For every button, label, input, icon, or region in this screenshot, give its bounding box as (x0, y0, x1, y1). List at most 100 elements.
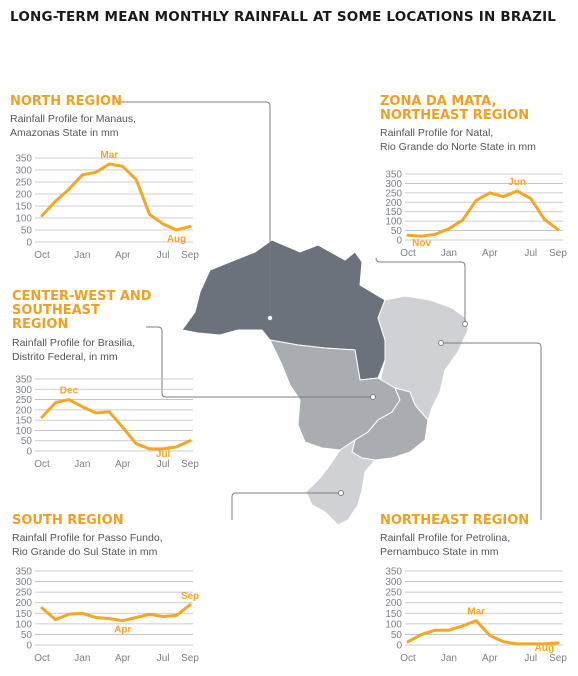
data-point (40, 415, 44, 419)
data-point (40, 606, 44, 610)
y-tick-label: 350 (385, 567, 402, 578)
data-point (108, 162, 111, 166)
annotation-label: Mar (100, 150, 118, 161)
x-tick-label: Oct (400, 248, 416, 259)
x-tick-label: Oct (34, 653, 50, 664)
y-tick-label: 50 (391, 226, 403, 237)
x-tick-label: Jan (441, 248, 457, 259)
y-tick-label: 250 (15, 178, 32, 189)
data-point (515, 642, 519, 646)
y-tick-label: 350 (385, 170, 402, 181)
data-point (474, 619, 478, 622)
data-point (94, 171, 98, 174)
marker-northeast (438, 340, 444, 346)
leader-northeast (441, 342, 542, 520)
y-tick-label: 300 (15, 385, 32, 396)
y-tick-label: 100 (15, 214, 32, 225)
x-tick-label: Sep (549, 653, 567, 664)
data-point (121, 619, 124, 622)
panel-subtitle-center-west: Rainfall Profile for Brasilia, Distrito … (12, 337, 136, 363)
panel-subtitle-zona-da-mata: Rainfall Profile for Natal, Rio Grande d… (380, 127, 536, 153)
data-point (420, 633, 423, 636)
x-tick-label: Apr (482, 248, 498, 259)
y-tick-label: 250 (15, 395, 32, 406)
x-tick-label: Apr (115, 653, 131, 664)
series-line (40, 398, 192, 451)
data-point (461, 219, 464, 222)
series-line (40, 603, 192, 623)
data-point (161, 222, 165, 226)
data-point (175, 228, 178, 232)
annotation-label: Sep (181, 591, 199, 602)
data-point (447, 227, 451, 230)
data-point (134, 442, 138, 445)
data-point (406, 640, 410, 644)
x-tick-label: Jul (157, 250, 170, 261)
x-tick-label: Apr (115, 459, 131, 470)
panel-subtitle-north: Rainfall Profile for Manaus, Amazonas St… (10, 113, 137, 139)
annotation-label: Dec (60, 386, 79, 397)
map-south-region (305, 438, 376, 526)
y-tick-label: 150 (15, 202, 32, 213)
x-tick-label: Jan (74, 653, 90, 664)
data-point (488, 191, 492, 195)
marker-south (338, 490, 344, 496)
y-tick-label: 50 (391, 630, 403, 641)
y-tick-label: 300 (385, 179, 402, 190)
data-point (81, 173, 84, 176)
x-tick-label: Jan (441, 653, 457, 664)
main-title: LONG-TERM MEAN MONTHLY RAINFALL AT SOME … (10, 9, 557, 25)
data-point (434, 629, 437, 632)
y-tick-label: 250 (385, 588, 402, 599)
x-tick-label: Jul (157, 653, 170, 664)
x-tick-label: Sep (549, 248, 567, 259)
y-tick-label: 300 (15, 577, 32, 588)
data-point (434, 233, 437, 236)
y-tick-label: 0 (396, 236, 402, 247)
data-point (67, 613, 71, 616)
marker-north (267, 315, 273, 321)
data-point (502, 195, 505, 198)
data-point (108, 617, 111, 620)
leader-lines (116, 101, 542, 520)
data-point (161, 615, 165, 618)
data-point (40, 214, 44, 217)
marker-zona-da-mata (462, 321, 468, 327)
x-tick-label: Jan (74, 250, 90, 261)
data-point (502, 640, 505, 644)
y-tick-label: 0 (26, 641, 32, 652)
y-tick-label: 150 (385, 207, 402, 218)
x-tick-label: Apr (482, 653, 498, 664)
y-tick-label: 50 (21, 436, 33, 447)
y-tick-label: 250 (385, 188, 402, 199)
x-tick-label: Oct (34, 459, 50, 470)
data-point (188, 439, 192, 442)
annotation-label: Jul (156, 449, 171, 460)
y-tick-label: 150 (15, 609, 32, 620)
x-tick-label: Sep (181, 653, 199, 664)
data-point (461, 624, 464, 628)
y-tick-label: 200 (15, 190, 32, 201)
data-point (488, 634, 492, 637)
y-tick-label: 150 (15, 416, 32, 427)
data-point (148, 447, 151, 451)
marker-center-west (370, 394, 376, 400)
y-tick-label: 200 (15, 598, 32, 609)
data-point (406, 234, 410, 237)
series-line (40, 162, 192, 232)
y-tick-label: 0 (26, 238, 32, 249)
data-point (121, 426, 124, 429)
data-point (67, 398, 71, 401)
data-point (121, 165, 124, 168)
y-tick-label: 100 (385, 619, 402, 630)
data-point (94, 616, 98, 619)
y-tick-label: 0 (396, 641, 402, 652)
annotation-label: Aug (535, 643, 554, 654)
leader-zona-da-mata (375, 257, 466, 322)
data-point (134, 616, 138, 619)
y-tick-label: 50 (21, 226, 33, 237)
data-point (474, 199, 478, 202)
